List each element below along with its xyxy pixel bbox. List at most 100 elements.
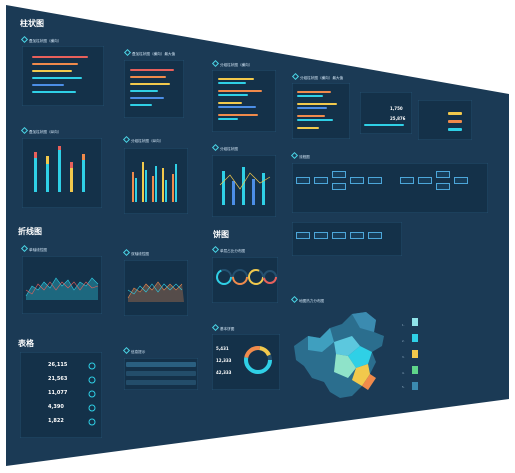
stat-bar [448,120,462,123]
bar [218,106,256,109]
card-title-pie-b: 基本饼图 [211,323,234,332]
diamond-icon [290,151,299,160]
map-shape [294,312,384,398]
map-legend-4: 4. [402,372,405,375]
chart-stacked-v [22,138,102,208]
flow-node [400,177,414,184]
line-a-plot [25,277,99,300]
flow-node [436,171,450,178]
data-table: 26,115 21,563 11,077 4,390 1,822 [20,352,102,438]
notice-panel [124,358,198,390]
card-title-stacked-h: 叠加柱状图（横向） [20,35,61,44]
legend-swatch [412,350,418,358]
legend-swatch [412,382,418,390]
stat-panel-a: 1,750 25,876 [360,92,412,134]
stat-panel-b [418,100,472,140]
flow-node [436,183,450,190]
table-cell: 26,115 [48,362,68,368]
stat-bar [448,128,462,131]
table-rings [88,362,96,426]
section-title-bar: 柱状图 [20,19,44,28]
card-title-group-v2: 分组柱状图 [211,143,238,152]
diamond-icon [122,346,131,355]
legend-swatch [412,334,418,342]
flow-node [332,232,346,239]
pie-value: 5,431 [216,346,229,351]
notice-row[interactable] [126,371,196,376]
diamond-icon [211,245,220,254]
legend-swatch [412,366,418,374]
flow-node [350,177,364,184]
bar [297,95,323,98]
bar [297,91,331,94]
donut [244,346,272,374]
flow-node [368,232,382,239]
line-b-plot [127,281,184,302]
china-heat-map: 1. 2. 3. 4. 5. [290,306,450,414]
stat-value: 1,750 [390,106,403,111]
diamond-icon [123,48,132,57]
table-cell: 21,563 [48,376,68,382]
bar [130,83,170,86]
bar [218,82,246,85]
flow-node [296,232,310,239]
bar [32,63,78,66]
bar [218,90,262,93]
bar [297,119,333,122]
section-title-line: 折线图 [18,227,42,236]
map-legend-5: 5. [402,386,405,389]
chart-line-b [124,260,188,316]
bar [32,70,72,73]
card-title-line-b: 双轴线性图 [122,248,149,257]
notice-row[interactable] [126,380,196,385]
flow-diagram-2 [292,222,402,256]
map-legend-3: 3. [402,356,405,359]
diamond-icon [211,143,220,152]
bar [297,127,319,130]
chart-group-h-max [292,83,350,139]
bar [218,114,258,117]
section-title-pie: 饼图 [213,230,229,239]
group-v-bars [132,162,177,202]
flow-node [314,232,328,239]
pie-a-rings [216,269,277,285]
diamond-icon [290,295,299,304]
card-title-notice: 信息提示 [122,346,145,355]
bar [130,90,158,93]
bar [218,94,248,97]
diamond-icon [122,248,131,257]
chart-group-v2 [212,155,276,217]
bar [297,103,337,106]
chart-pie-a [212,257,278,303]
map-legend-1: 1. [402,324,405,327]
bar [130,69,174,72]
bar [130,97,164,100]
bar [32,77,82,80]
section-title-table: 表格 [18,339,34,348]
pie-value: 12,333 [216,358,232,363]
diamond-icon [20,244,29,253]
flow-node [314,177,328,184]
bar [32,91,76,94]
flow-node [296,177,310,184]
card-title-pie-a: 单层占比分布图 [211,245,245,254]
bar [130,104,152,107]
table-cell: 4,390 [48,404,64,410]
group-v2-bars [219,167,271,205]
diamond-icon [211,59,220,68]
map-legend-2: 2. [402,340,405,343]
flow-node [332,183,346,190]
notice-row[interactable] [126,362,196,367]
bar [218,78,254,81]
card-title-group-h: 分组柱状图（横向） [211,59,252,68]
diamond-icon [122,135,131,144]
stat-bar [448,112,462,115]
bar [218,102,242,105]
card-title-map: 地图热力分布图 [290,295,324,304]
card-title-group-h-max: 分组柱状图（横向）最大值 [291,72,343,81]
legend-swatch [412,318,418,326]
chart-group-v [124,148,188,214]
stacked-v-bars [34,146,85,192]
stat-bar [364,124,404,127]
flow-diagram [292,163,488,213]
